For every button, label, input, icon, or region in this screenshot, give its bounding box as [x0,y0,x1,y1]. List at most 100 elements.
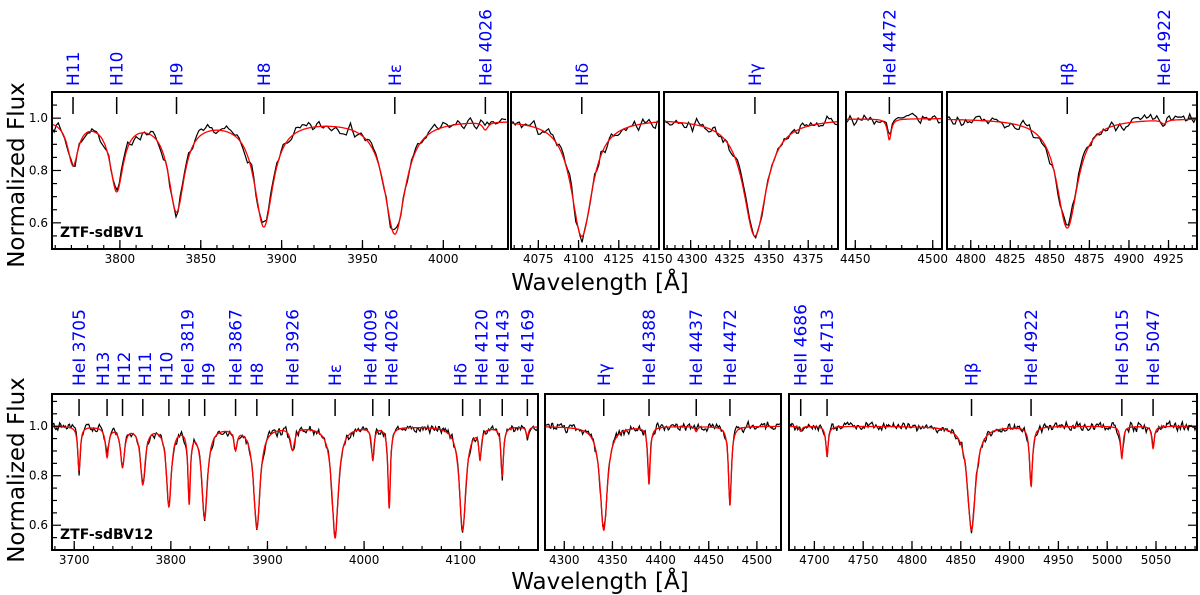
line-label: HeI 4472 [721,309,741,386]
line-label: Hβ [1058,62,1078,86]
model-fit-line [947,118,1197,229]
y-tick-label: 1.0 [29,111,48,125]
star-name-label: ZTF-sdBV1 [60,225,144,241]
x-tick-label: 4450 [840,252,871,266]
x-tick-label: 4125 [604,252,635,266]
panel-frame [946,91,1198,250]
panel-frame [544,393,782,551]
line-label: H9 [168,62,188,86]
x-tick-label: 3900 [252,553,283,567]
x-tick-label: 4700 [799,553,830,567]
x-tick-label: 4875 [1074,252,1105,266]
line-label: Hε [386,64,406,86]
panel-frame [51,91,509,250]
y-tick-label: 0.8 [29,164,48,178]
model-fit-line [52,121,508,235]
observed-spectrum-line [947,112,1197,226]
panel-frame [845,91,943,250]
spectrum-row-2: 3700 3800 3900 4000 4100 HeI 3705 H13 H12 H11 H10… [4,304,1198,595]
panel-1-3: 4300 4325 4350 4375 Hγ [663,63,839,266]
line-label: Hγ [595,363,615,386]
line-label: H11 [136,352,156,386]
y-axis-title: Normalized Flux [4,82,30,268]
x-tick-label: 4825 [995,252,1026,266]
x-tick-label: 4000 [428,252,459,266]
x-tick-label: 4450 [694,553,725,567]
x-tick-label: 4800 [897,553,928,567]
panel-2-3: 4700 4750 4800 4850 4900 4950 5000 5050 HeII 468… [788,304,1198,567]
line-label: HeI 4388 [640,309,660,386]
x-tick-label: 4900 [1114,252,1145,266]
x-tick-label: 4900 [994,553,1025,567]
observed-spectrum-line [511,117,658,243]
x-tick-label: 3700 [59,553,90,567]
x-tick-label: 4300 [677,252,708,266]
observed-spectrum-line [789,419,1197,534]
line-label: HeI 3867 [227,309,247,386]
line-label: Hγ [746,63,766,86]
x-tick-label: 4500 [917,252,948,266]
x-tick-label: 3800 [105,252,136,266]
line-label: HeI 4120 [473,309,493,386]
line-label: HeI 4922 [1155,9,1175,86]
model-fit-line [789,425,1197,531]
observed-spectrum-line [545,419,781,528]
x-tick-label: 4000 [349,553,380,567]
line-label: HeI 5015 [1113,309,1133,386]
x-tick-label: 3850 [186,252,217,266]
line-label: HeI 3705 [70,309,90,386]
x-tick-label: 4150 [642,252,673,266]
line-label: H12 [115,352,135,386]
x-axis-title: Wavelength [Å] [511,268,688,296]
x-tick-label: 4950 [1043,553,1074,567]
line-label: HeI 4922 [1022,309,1042,386]
spectrum-row-1: 3800 3850 3900 3950 4000 H11 H10 H9 H8 Hε HeI 4026… [4,9,1198,296]
x-tick-label: 4350 [597,553,628,567]
panel-1-1: 3800 3850 3900 3950 4000 H11 H10 H9 H8 Hε HeI 4026… [29,9,509,266]
x-tick-label: 3900 [266,252,297,266]
x-tick-label: 3800 [156,553,187,567]
model-fit-line [511,121,659,237]
x-tick-label: 4400 [645,553,676,567]
line-label: HeI 5047 [1144,309,1164,386]
line-label: H10 [108,52,128,86]
x-tick-label: 4075 [523,252,554,266]
y-tick-label: 0.6 [29,518,48,532]
panel-frame [663,91,839,250]
line-label: Hδ [573,63,593,86]
line-label: H8 [248,362,268,386]
x-tick-label: 4500 [742,553,773,567]
x-tick-label: 4100 [563,252,594,266]
observed-spectrum-line [846,112,941,137]
line-label: HeI 4437 [687,309,707,386]
line-label: HeI 4713 [818,309,838,386]
line-label: H8 [255,62,275,86]
model-fit-line [846,118,942,141]
x-tick-label: 4800 [955,252,986,266]
line-label: HeI 4169 [518,309,538,386]
star-name-label: ZTF-sdBV12 [60,527,153,543]
x-tick-label: 4100 [445,553,476,567]
model-fit-line [545,425,781,532]
line-label: H11 [64,52,84,86]
line-label: H9 [200,362,220,386]
x-axis-title: Wavelength [Å] [511,567,688,595]
line-label: HeI 3926 [284,309,304,386]
line-label: HeI 4143 [494,309,514,386]
y-tick-label: 1.0 [29,419,48,433]
line-label: HeI 4026 [383,309,403,386]
x-tick-label: 3950 [347,252,378,266]
panel-1-2: 4075 4100 4125 4150 Hδ [510,63,673,266]
x-tick-label: 4300 [549,553,580,567]
panel-frame [788,393,1198,551]
y-tick-label: 0.8 [29,469,48,483]
x-tick-label: 4850 [1035,252,1066,266]
x-tick-label: 5050 [1141,553,1172,567]
x-tick-label: 4850 [946,553,977,567]
line-label: HeII 4686 [792,304,812,386]
panel-2-1: 3700 3800 3900 4000 4100 HeI 3705 H13 H12 H11 H10… [29,309,539,567]
line-label: HeI 4472 [880,9,900,86]
x-tick-label: 4350 [754,252,785,266]
line-label: HeI 3819 [179,309,199,386]
panel-frame [51,393,539,551]
